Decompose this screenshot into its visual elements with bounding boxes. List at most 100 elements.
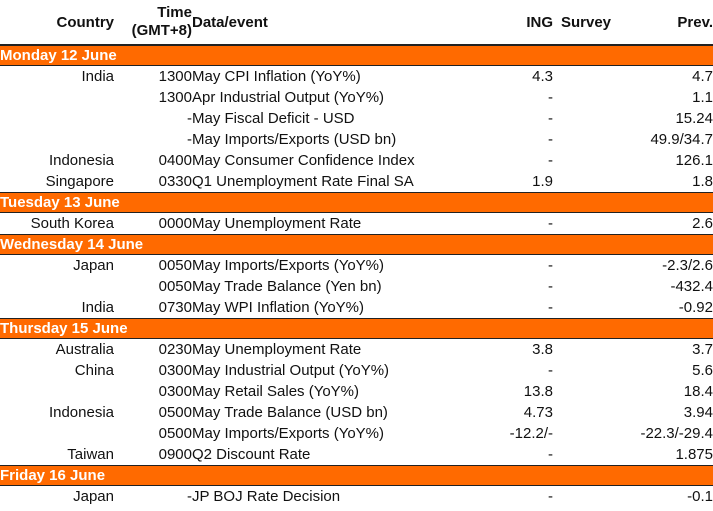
column-header-time: Time (GMT+8) (114, 0, 192, 46)
cell-ing: 4.3 (532, 68, 553, 85)
cell-country (0, 381, 114, 402)
day-label: Friday 16 June (0, 465, 713, 486)
cell-prev: -2.3/2.6 (662, 257, 713, 274)
cell-survey (553, 444, 619, 466)
cell-event: May Consumer Confidence Index (192, 152, 415, 169)
cell-ing: - (548, 215, 553, 232)
cell-event: May CPI Inflation (YoY%) (192, 68, 361, 85)
day-label: Monday 12 June (0, 44, 713, 66)
table-row: India 0730 May WPI Inflation (YoY%) - -0.92 (0, 297, 713, 319)
cell-event: May Fiscal Deficit - USD (192, 110, 355, 127)
day-label: Tuesday 13 June (0, 192, 713, 213)
cell-survey (553, 486, 619, 508)
cell-time: 1300 (158, 68, 192, 85)
cell-country: India (81, 68, 114, 85)
cell-country: Japan (73, 257, 114, 274)
cell-survey (553, 297, 619, 319)
cell-event: Apr Industrial Output (YoY%) (192, 89, 385, 106)
cell-time: 0300 (158, 362, 192, 379)
cell-event: May Imports/Exports (YoY%) (192, 425, 385, 442)
cell-ing: 3.8 (532, 341, 553, 358)
cell-survey (553, 66, 619, 88)
cell-ing: - (548, 299, 553, 316)
cell-country: China (74, 362, 114, 379)
cell-country: Japan (73, 488, 114, 505)
cell-survey (553, 171, 619, 193)
cell-country (0, 87, 114, 108)
column-header-time-line1: Time (157, 4, 192, 21)
cell-event: May Trade Balance (Yen bn) (192, 278, 382, 295)
column-header-country: Country (0, 0, 114, 46)
table-row: - May Imports/Exports (USD bn) -49.9/34.7 (0, 129, 713, 150)
column-header-time-line2: (GMT+8) (131, 22, 192, 39)
cell-prev: 5.6 (692, 362, 713, 379)
column-header-event: Data/event (192, 0, 464, 46)
cell-prev: -0.1 (687, 488, 713, 505)
cell-time: 0050 (158, 278, 192, 295)
cell-event: May Unemployment Rate (192, 341, 362, 358)
cell-country: Singapore (45, 173, 114, 190)
cell-ing: - (548, 488, 553, 505)
cell-prev: 2.6 (692, 215, 713, 232)
cell-country (0, 423, 114, 444)
cell-event: JP BOJ Rate Decision (192, 488, 341, 505)
table-row: Singapore 0330 Q1 Unemployment Rate Final … (0, 171, 713, 193)
cell-ing: - (548, 89, 553, 106)
table-row: India 1300 May CPI Inflation (YoY%) 4.3 4.7 (0, 66, 713, 88)
table-row: - May Fiscal Deficit - USD -15.24 (0, 108, 713, 129)
cell-prev: 49.9/34.7 (650, 131, 713, 148)
cell-country: Indonesia (48, 404, 114, 421)
cell-time: 0500 (158, 425, 192, 442)
cell-time: - (187, 110, 192, 127)
cell-time: 0400 (158, 152, 192, 169)
table-row: Indonesia 0500 May Trade Balance (USD bn) 4… (0, 402, 713, 423)
cell-time: 0730 (158, 299, 192, 316)
cell-country: Australia (55, 341, 114, 358)
cell-survey (553, 360, 619, 381)
cell-event: May Industrial Output (YoY%) (192, 362, 390, 379)
cell-survey (553, 276, 619, 297)
day-section-header: Monday 12 June (0, 44, 713, 66)
cell-prev: -432.4 (670, 278, 713, 295)
cell-time: - (187, 131, 192, 148)
cell-country (0, 276, 114, 297)
table-row: Taiwan 0900 Q2 Discount Rate - 1.875 (0, 444, 713, 466)
cell-prev: 1.875 (675, 446, 713, 463)
cell-time: 0500 (158, 404, 192, 421)
table-row: 0500 May Imports/Exports (YoY%) -12.2/- -22… (0, 423, 713, 444)
column-header-ing: ING (464, 0, 553, 46)
cell-prev: 1.8 (692, 173, 713, 190)
cell-prev: -22.3/-29.4 (640, 425, 713, 442)
cell-survey (553, 423, 619, 444)
cell-survey (553, 381, 619, 402)
table-row: Japan 0050 May Imports/Exports (YoY%) - -2.3… (0, 255, 713, 277)
day-section-header: Friday 16 June (0, 465, 713, 486)
cell-ing: 4.73 (523, 404, 553, 421)
cell-time: 0330 (158, 173, 192, 190)
cell-survey (553, 129, 619, 150)
cell-prev: -0.92 (678, 299, 713, 316)
cell-survey (553, 255, 619, 277)
cell-event: May Retail Sales (YoY%) (192, 383, 360, 400)
cell-ing: - (548, 446, 553, 463)
cell-event: Q1 Unemployment Rate Final SA (192, 173, 414, 190)
cell-prev: 18.4 (683, 383, 713, 400)
cell-ing: - (548, 362, 553, 379)
cell-country: Taiwan (67, 446, 114, 463)
header-row: Country Time (GMT+8) Data/event ING Surv… (0, 0, 713, 46)
cell-ing: - (548, 152, 553, 169)
cell-survey (553, 87, 619, 108)
table-row: 0050 May Trade Balance (Yen bn) - -432.4 (0, 276, 713, 297)
cell-event: May Unemployment Rate (192, 215, 362, 232)
cell-event: May Trade Balance (USD bn) (192, 404, 388, 421)
cell-event: May Imports/Exports (USD bn) (192, 131, 397, 148)
cell-event: May WPI Inflation (YoY%) (192, 299, 365, 316)
cell-time: - (187, 488, 192, 505)
cell-time: 0300 (158, 383, 192, 400)
day-section-header: Thursday 15 June (0, 318, 713, 339)
cell-time: 0050 (158, 257, 192, 274)
cell-prev: 15.24 (675, 110, 713, 127)
cell-event: Q2 Discount Rate (192, 446, 311, 463)
cell-survey (553, 213, 619, 235)
table-row: Japan - JP BOJ Rate Decision - -0.1 (0, 486, 713, 508)
